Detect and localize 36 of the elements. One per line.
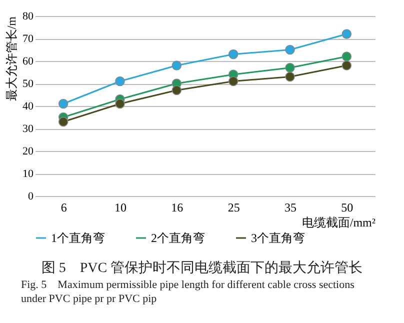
legend-label: 3个直角弯 xyxy=(251,231,305,245)
point xyxy=(228,76,238,86)
point xyxy=(58,116,68,127)
point xyxy=(115,76,125,86)
point xyxy=(342,29,352,39)
point xyxy=(285,72,295,82)
point xyxy=(58,98,68,109)
y-tick-label: 10 xyxy=(22,168,34,180)
text: Fig. 5 Maximum permissible pipe length for different cable cross sections under PVC pipe pr pr PVC pip xyxy=(20,278,356,306)
x-tick-label: 10 xyxy=(114,200,126,214)
y-tick-label: 80 xyxy=(22,10,34,22)
x-tick-label: 25 xyxy=(228,200,240,214)
point xyxy=(342,60,352,70)
x-tick-label: 50 xyxy=(341,200,354,214)
x-axis-title: 电缆截面/mm² xyxy=(302,216,376,230)
legend-label: 2个直角弯 xyxy=(151,231,205,245)
y-tick-label: 70 xyxy=(22,33,34,45)
y-tick-label: 30 xyxy=(22,123,34,135)
point xyxy=(342,52,352,62)
legend-label: 1个直角弯 xyxy=(51,231,105,245)
y-tick-label: 40 xyxy=(22,100,34,112)
y-tick-label: 20 xyxy=(22,146,34,158)
y-axis-title: 最大允许管长/m xyxy=(4,16,18,102)
point xyxy=(115,98,125,109)
point xyxy=(228,49,238,60)
point xyxy=(285,44,295,55)
x-tick-label: 16 xyxy=(171,200,184,214)
x-tick-label: 6 xyxy=(60,200,67,214)
point xyxy=(172,60,182,70)
text: 图 5 PVC 管保护时不同电缆截面下的最大允许管长 xyxy=(40,260,364,278)
y-tick-label: 50 xyxy=(22,78,34,90)
point xyxy=(172,85,182,96)
x-tick-label: 35 xyxy=(284,200,296,214)
y-tick-label: 60 xyxy=(22,56,34,68)
point xyxy=(285,62,295,73)
y-tick-label: 0 xyxy=(28,190,34,202)
